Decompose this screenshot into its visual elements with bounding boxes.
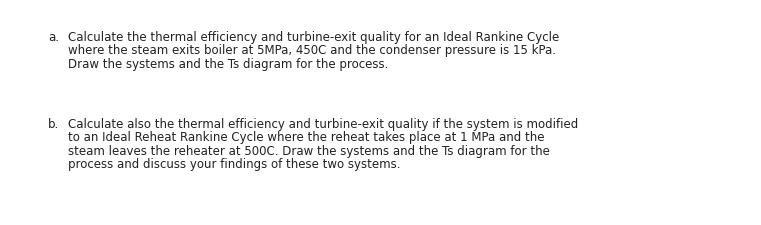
Text: steam leaves the reheater at 500C. Draw the systems and the Ts diagram for the: steam leaves the reheater at 500C. Draw … bbox=[68, 144, 550, 157]
Text: Calculate the thermal efficiency and turbine-exit quality for an Ideal Rankine C: Calculate the thermal efficiency and tur… bbox=[68, 31, 559, 44]
Text: process and discuss your findings of these two systems.: process and discuss your findings of the… bbox=[68, 158, 400, 171]
Text: Draw the systems and the Ts diagram for the process.: Draw the systems and the Ts diagram for … bbox=[68, 58, 388, 71]
Text: b.: b. bbox=[48, 117, 59, 130]
Text: a.: a. bbox=[48, 31, 59, 44]
Text: Calculate also the thermal efficiency and turbine-exit quality if the system is : Calculate also the thermal efficiency an… bbox=[68, 117, 578, 130]
Text: to an Ideal Reheat Rankine Cycle where the reheat takes place at 1 MPa and the: to an Ideal Reheat Rankine Cycle where t… bbox=[68, 131, 545, 144]
Text: where the steam exits boiler at 5MPa, 450C and the condenser pressure is 15 kPa.: where the steam exits boiler at 5MPa, 45… bbox=[68, 44, 556, 57]
